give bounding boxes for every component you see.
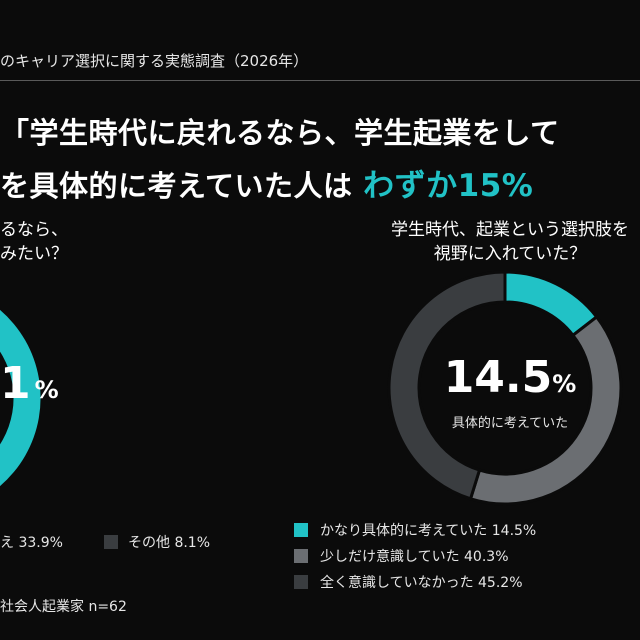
headline-accent: わずか15% <box>363 168 534 204</box>
legend-label-0: かなり具体的に考えていた 14.5% <box>320 523 537 539</box>
left-big-number: 1 <box>0 358 31 409</box>
right-question: 学生時代、起業という選択肢を 視野に入れていた？ <box>360 218 640 266</box>
legend-swatch-2 <box>294 575 308 589</box>
left-donut-ring <box>0 309 41 487</box>
survey-title: のキャリア選択に関する実態調査（2026年） <box>0 52 309 70</box>
left-legend-partial: え 33.9% <box>0 532 63 552</box>
left-question-line-2: みたい？ <box>0 244 68 264</box>
center-value-unit: % <box>552 370 577 398</box>
left-donut <box>0 309 41 487</box>
right-donut <box>387 270 623 506</box>
donut-slice-1 <box>468 314 623 506</box>
center-value: 14.5% <box>420 352 600 403</box>
right-question-line-1: 学生時代、起業という選択肢を <box>391 220 629 240</box>
legend-label-1: 少しだけ意識していた 40.3% <box>320 549 509 565</box>
donut-slice-2 <box>387 270 507 501</box>
headline-line-1: 「学生時代に戻れるなら、学生起業をして <box>0 116 560 150</box>
left-big-value: 1% <box>0 358 59 409</box>
left-legend-other-label: その他 8.1% <box>128 535 211 551</box>
left-question-line-1: るなら、 <box>0 220 68 240</box>
sample-note: 社会人起業家 n=62 <box>0 599 127 615</box>
headline-line-2: を具体的に考えていた人は わずか15% <box>0 160 533 205</box>
legend-item-1: 少しだけ意識していた 40.3% <box>294 546 509 566</box>
right-question-line-2: 視野に入れていた？ <box>433 244 587 264</box>
left-legend-other: その他 8.1% <box>104 532 210 552</box>
legend-swatch-0 <box>294 523 308 537</box>
legend-label-2: 全く意識していなかった 45.2% <box>320 575 523 591</box>
headline-prefix: を具体的に考えていた人は <box>0 169 353 203</box>
legend-swatch-1 <box>294 549 308 563</box>
legend-item-0: かなり具体的に考えていた 14.5% <box>294 520 536 540</box>
title-divider <box>0 80 640 81</box>
center-value-number: 14.5 <box>443 352 553 403</box>
left-legend-other-swatch <box>104 535 118 549</box>
left-legend-partial-label: え 33.9% <box>0 535 63 551</box>
legend-item-2: 全く意識していなかった 45.2% <box>294 572 523 592</box>
left-big-pct: % <box>34 376 59 404</box>
center-label: 具体的に考えていた <box>451 416 569 431</box>
left-question: るなら、 みたい？ <box>0 218 68 266</box>
